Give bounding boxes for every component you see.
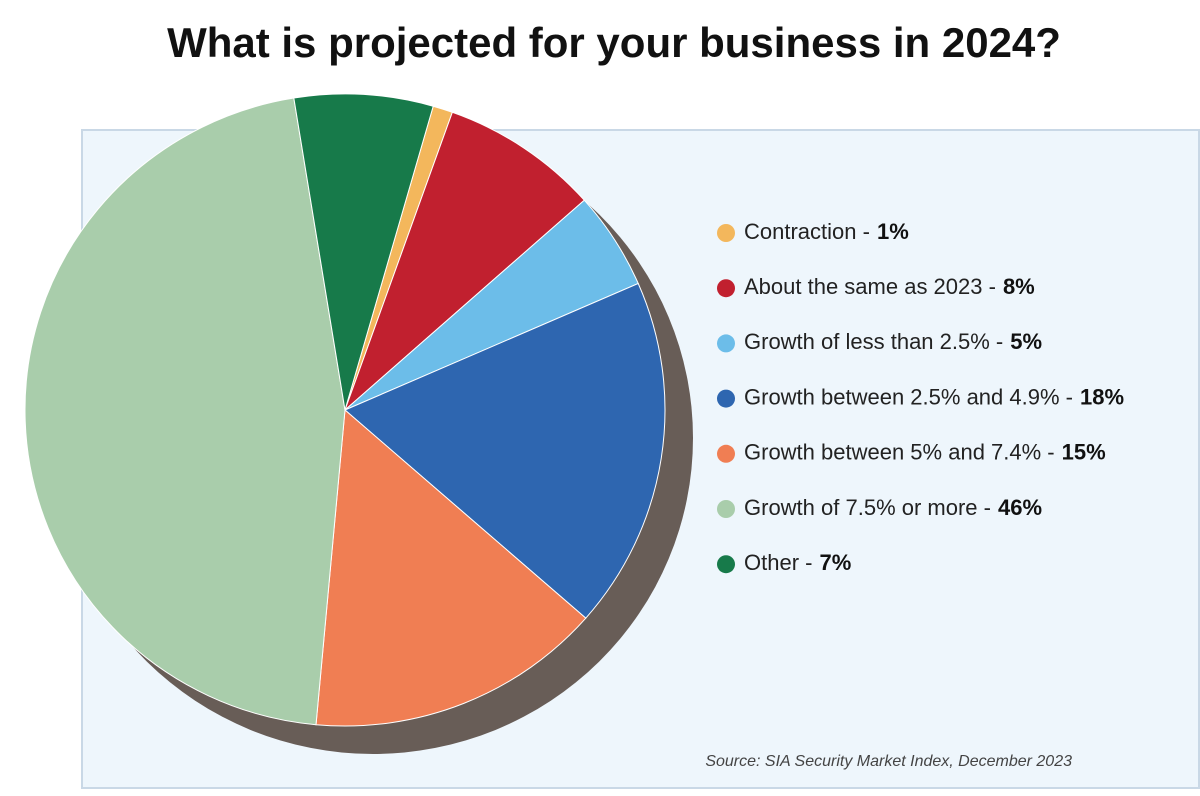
- source: Source: SIA Security Market Index, Decem…: [705, 753, 1072, 770]
- pie-slice: [293, 93, 434, 411]
- pie-slice: [344, 111, 586, 411]
- pie-slice: [344, 282, 666, 619]
- legend-label: Other -: [744, 550, 812, 575]
- chart-title: What is projected for your business in 2…: [167, 19, 1061, 66]
- pie-slice: [24, 97, 346, 726]
- value-label: 7%: [819, 550, 851, 575]
- legend-label: Growth between 2.5% and 4.9% -: [744, 384, 1073, 409]
- legend-marker: [717, 279, 735, 298]
- legend-marker: [717, 444, 735, 463]
- legend-label: Growth of 7.5% or more -: [744, 495, 991, 520]
- legend-label: Growth between 5% and 7.4% -: [744, 440, 1055, 465]
- value-label: 46%: [998, 495, 1042, 520]
- legend: Contraction - 1% About the same as 2023 - 8…: [717, 219, 1124, 575]
- pie: [24, 93, 693, 754]
- legend-marker: [717, 224, 735, 242]
- value-label: 18%: [1080, 384, 1124, 409]
- value-label: 1%: [877, 219, 909, 244]
- legend-marker: [717, 555, 735, 574]
- legend-marker: [717, 334, 735, 353]
- legend-marker: [717, 389, 735, 408]
- legend-label: Contraction -: [744, 219, 870, 244]
- value-label: 8%: [1003, 274, 1035, 299]
- value-label: 5%: [1010, 329, 1042, 354]
- value-label: 15%: [1062, 440, 1106, 465]
- pie-slice: [315, 408, 587, 727]
- legend-label: About the same as 2023 -: [744, 274, 996, 299]
- legend-marker: [717, 500, 735, 518]
- legend-label: Growth of less than 2.5% -: [744, 329, 1003, 354]
